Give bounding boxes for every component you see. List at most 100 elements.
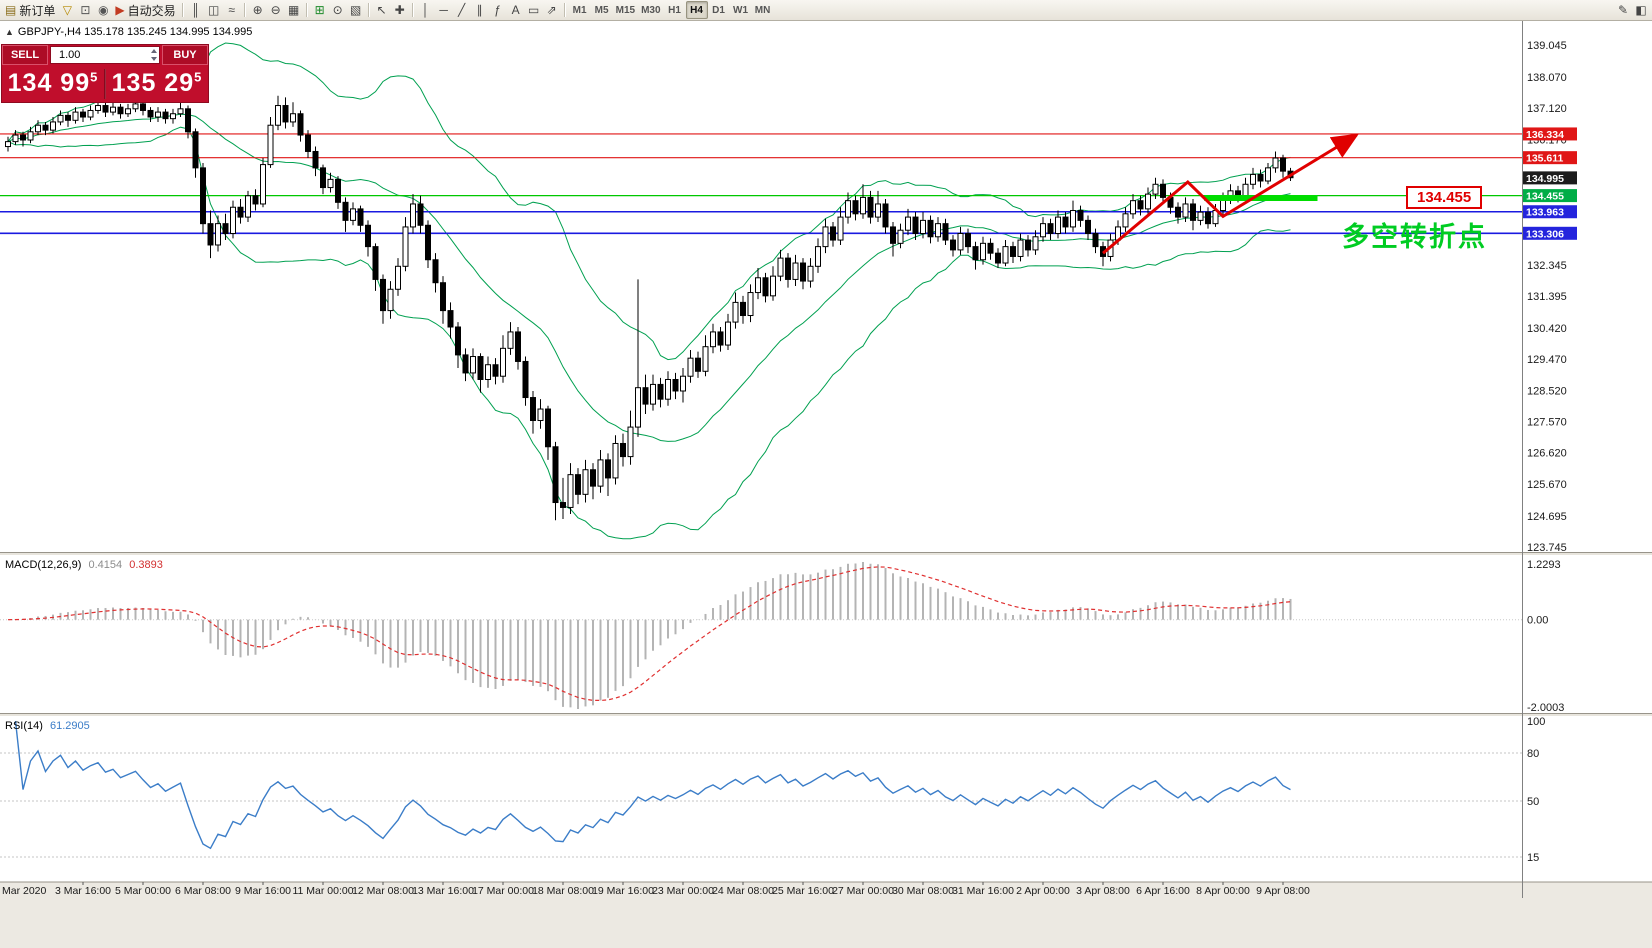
vertical-line-button[interactable]: │	[417, 1, 435, 19]
svg-text:124.695: 124.695	[1527, 511, 1567, 523]
cursor-button[interactable]: ↖	[373, 1, 391, 19]
svg-text:50: 50	[1527, 796, 1539, 808]
svg-text:8 Apr 00:00: 8 Apr 00:00	[1196, 885, 1250, 897]
main-price-pane	[0, 42, 1522, 540]
arrow-tools-button[interactable]: ⇗	[543, 1, 561, 19]
timeframe-m5-button[interactable]: M5	[591, 1, 613, 19]
trendline-button[interactable]: ╱	[453, 1, 471, 19]
chart-window: 1.2293 0.00 -2.0003 100 80 50 15 Mar 2020 3 Mar …	[0, 21, 1652, 948]
timeframe-mn-button[interactable]: MN	[752, 1, 774, 19]
zoom-in-button[interactable]: ⊕	[249, 1, 267, 19]
zoom-in-icon: ⊕	[252, 3, 263, 17]
svg-text:133.306: 133.306	[1526, 228, 1564, 240]
svg-text:137.120: 137.120	[1527, 103, 1567, 115]
svg-text:125.670: 125.670	[1527, 479, 1567, 491]
svg-text:136.334: 136.334	[1526, 129, 1564, 141]
price-axis[interactable]	[1522, 21, 1652, 898]
bar-chart-type-button[interactable]: ║	[187, 1, 205, 19]
svg-text:12 Mar 08:00: 12 Mar 08:00	[352, 885, 414, 897]
bid-sup: 5	[90, 69, 99, 85]
period-button[interactable]: ⊙	[329, 1, 347, 19]
timeframe-w1-button[interactable]: W1	[730, 1, 752, 19]
svg-text:3 Mar 16:00: 3 Mar 16:00	[55, 885, 111, 897]
macd-name: MACD(12,26,9)	[5, 559, 82, 571]
svg-text:1.2293: 1.2293	[1527, 559, 1561, 571]
svg-text:135.611: 135.611	[1526, 153, 1564, 165]
channel-button[interactable]: ∥	[471, 1, 489, 19]
svg-text:123.745: 123.745	[1527, 542, 1567, 554]
svg-text:9 Apr 08:00: 9 Apr 08:00	[1256, 885, 1310, 897]
templates-icon: ▧	[349, 3, 362, 17]
bid-price[interactable]: 134 995	[2, 69, 104, 98]
quantity-up-icon[interactable]	[151, 49, 157, 53]
timeframe-m1-button[interactable]: M1	[569, 1, 591, 19]
community-icon-button[interactable]: ◉	[94, 1, 112, 19]
chat-icon[interactable]: ◧	[1632, 1, 1650, 19]
period-icon: ⊙	[332, 3, 343, 17]
svg-text:25 Mar 16:00: 25 Mar 16:00	[772, 885, 834, 897]
crosshair-button[interactable]: ✚	[391, 1, 409, 19]
macd-pane-splitter[interactable]	[0, 550, 1652, 557]
quantity-spinner[interactable]	[151, 49, 157, 61]
buy-button[interactable]: BUY	[162, 45, 208, 65]
timeframe-m15-button[interactable]: M15	[613, 1, 638, 19]
line-chart-type-icon: ≈	[228, 3, 235, 17]
timeframe-m30-button[interactable]: M30	[638, 1, 663, 19]
timeframe-d1-button[interactable]: D1	[708, 1, 730, 19]
funnel-icon-button[interactable]: ▽	[58, 1, 76, 19]
bar-chart-type-icon: ║	[191, 3, 200, 17]
pencil-edit-icon[interactable]: ✎	[1614, 1, 1632, 19]
ask-price[interactable]: 135 295	[106, 69, 208, 98]
label-button[interactable]: ▭	[525, 1, 543, 19]
rsi-label: RSI(14) 61.2905	[5, 720, 90, 732]
fibonacci-icon: ƒ	[494, 3, 501, 17]
rsi-pane-splitter[interactable]	[0, 711, 1652, 718]
horizontal-line-button[interactable]: ─	[435, 1, 453, 19]
new-order-button[interactable]: ▤ 新订单	[2, 1, 58, 19]
timeframe-h1-button[interactable]: H1	[664, 1, 686, 19]
price-divider	[104, 68, 106, 99]
svg-text:23 Mar 00:00: 23 Mar 00:00	[652, 885, 714, 897]
candlestick-chart-type-icon: ◫	[207, 3, 220, 17]
tile-windows-icon: ▦	[287, 3, 300, 17]
svg-text:27 Mar 00:00: 27 Mar 00:00	[832, 885, 894, 897]
text-icon: A	[511, 3, 520, 17]
ohlc-text: GBPJPY-,H4 135.178 135.245 134.995 134.9…	[17, 26, 253, 38]
svg-text:-2.0003: -2.0003	[1527, 702, 1564, 714]
time-axis[interactable]	[0, 882, 1522, 898]
one-click-panel-toggle-icon[interactable]: ▲	[5, 27, 14, 37]
chart-canvas[interactable]: 1.2293 0.00 -2.0003 100 80 50 15 Mar 2020 3 Mar …	[0, 21, 1652, 898]
svg-text:139.045: 139.045	[1527, 40, 1567, 52]
print-icon-button[interactable]: ⊡	[76, 1, 94, 19]
svg-text:138.070: 138.070	[1527, 72, 1567, 84]
rsi-name: RSI(14)	[5, 720, 43, 732]
svg-text:13 Mar 16:00: 13 Mar 16:00	[412, 885, 474, 897]
svg-text:6 Mar 08:00: 6 Mar 08:00	[175, 885, 231, 897]
svg-text:6 Apr 16:00: 6 Apr 16:00	[1136, 885, 1190, 897]
label-icon: ▭	[527, 3, 540, 17]
chart-ohlc-header: ▲ GBPJPY-,H4 135.178 135.245 134.995 134.…	[5, 26, 252, 38]
community-icon-icon: ◉	[98, 3, 109, 17]
line-chart-type-button[interactable]: ≈	[223, 1, 241, 19]
fibonacci-button[interactable]: ƒ	[489, 1, 507, 19]
auto-trading-button[interactable]: ▶ 自动交易	[112, 1, 178, 19]
templates-button[interactable]: ▧	[347, 1, 365, 19]
zoom-out-icon: ⊖	[270, 3, 281, 17]
zoom-out-button[interactable]: ⊖	[267, 1, 285, 19]
svg-text:17 Mar 00:00: 17 Mar 00:00	[472, 885, 534, 897]
tile-windows-button[interactable]: ▦	[285, 1, 303, 19]
indicators-button[interactable]: ⊞	[311, 1, 329, 19]
toolbar-separator	[181, 3, 184, 17]
horizontal-line-icon: ─	[439, 3, 448, 17]
quantity-down-icon[interactable]	[151, 57, 157, 61]
candlestick-chart-type-button[interactable]: ◫	[205, 1, 223, 19]
quantity-stepper[interactable]: 1.00	[50, 46, 160, 64]
timeframe-h4-button[interactable]: H4	[685, 1, 708, 19]
svg-text:31 Mar 16:00: 31 Mar 16:00	[952, 885, 1014, 897]
funnel-icon-icon: ▽	[62, 3, 72, 17]
text-button[interactable]: A	[507, 1, 525, 19]
turning-point-annotation: 多空转折点	[1342, 222, 1487, 252]
svg-text:127.570: 127.570	[1527, 416, 1567, 428]
sell-button[interactable]: SELL	[2, 45, 48, 65]
toolbar-separator	[367, 3, 370, 17]
